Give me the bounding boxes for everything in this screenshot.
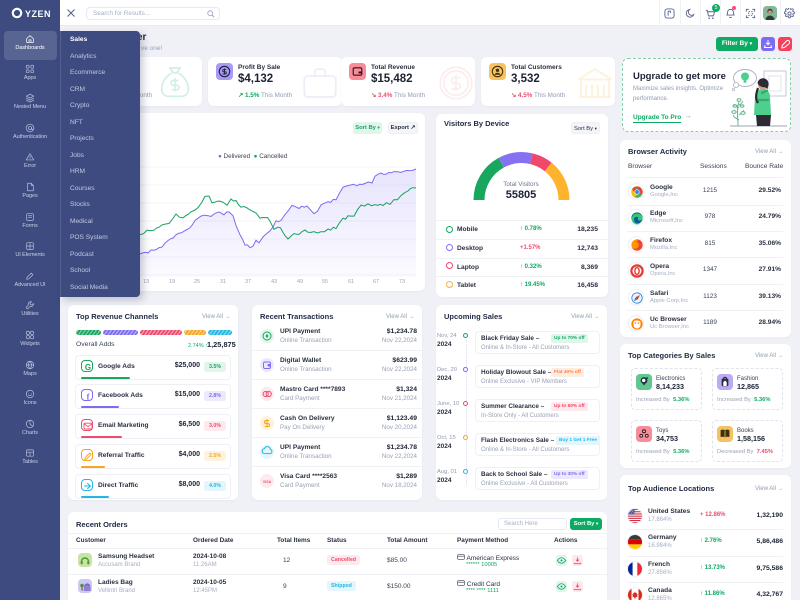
svg-text:G: G: [85, 363, 91, 372]
svg-text:VISA: VISA: [263, 480, 272, 484]
svg-text:f: f: [87, 392, 90, 402]
